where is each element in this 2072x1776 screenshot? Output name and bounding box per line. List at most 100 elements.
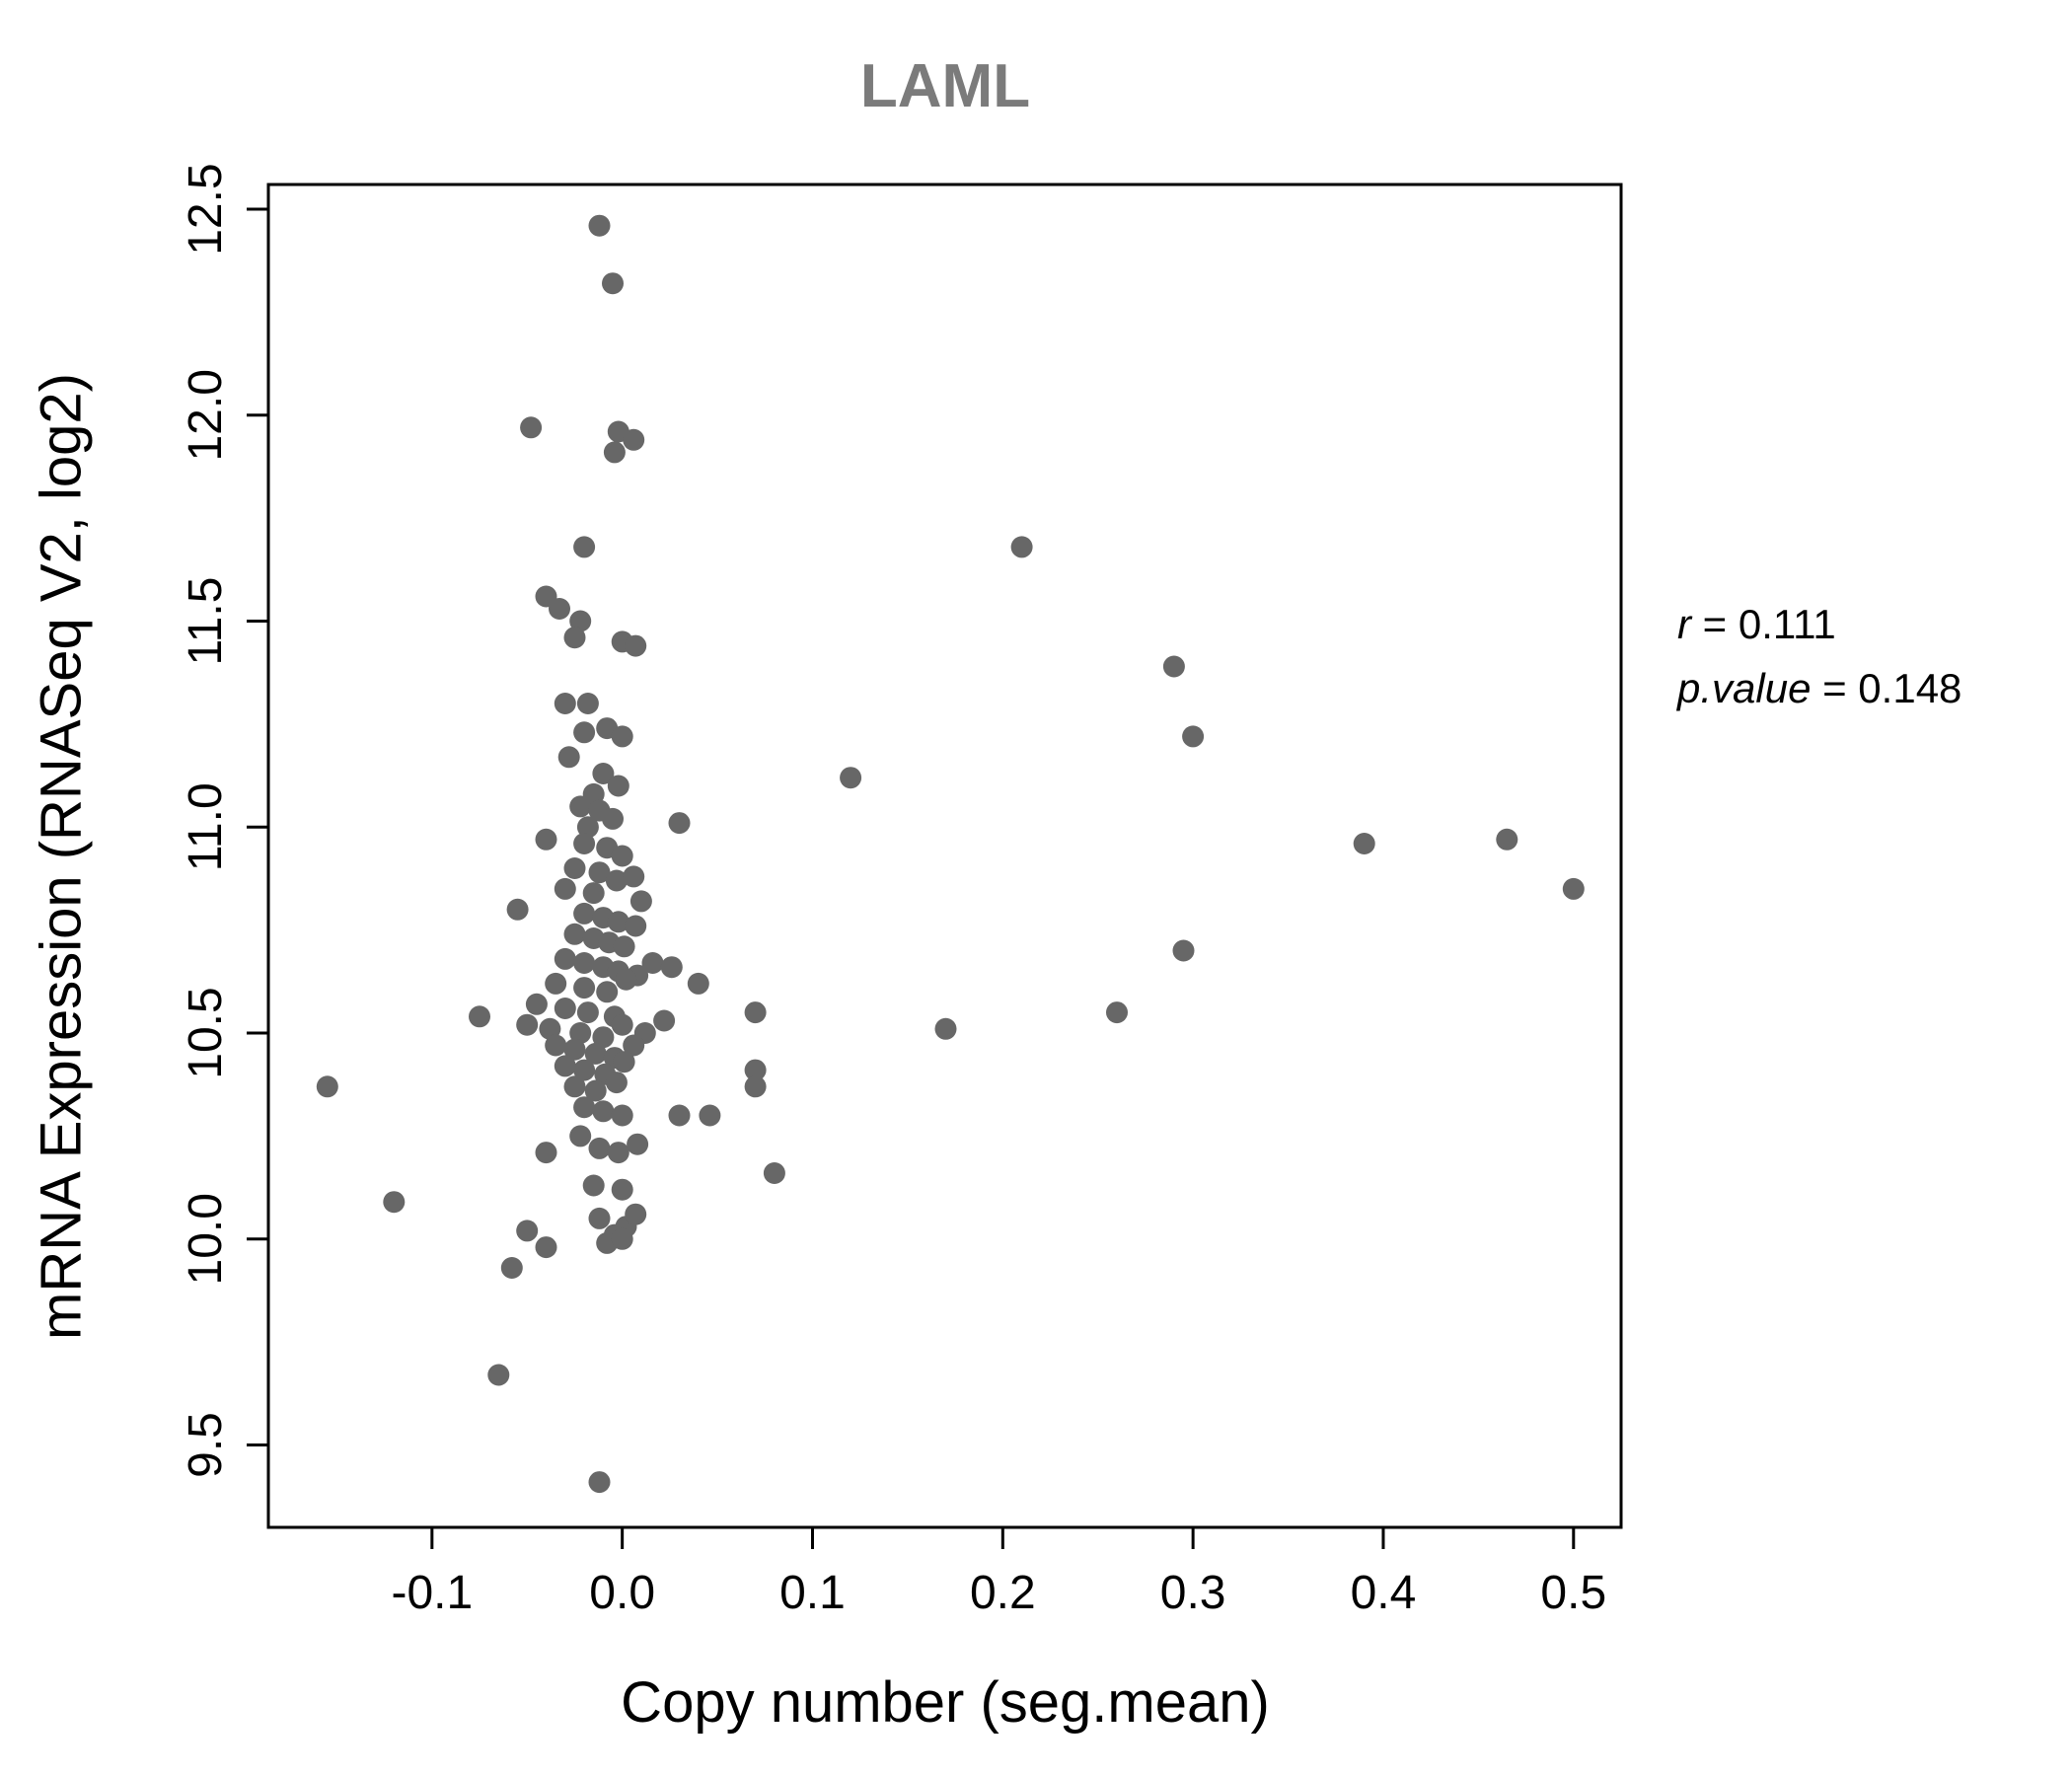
data-point (613, 1051, 635, 1073)
data-point (602, 272, 624, 295)
data-point (316, 1075, 338, 1098)
data-point (563, 1038, 586, 1061)
y-tick-label: 11.0 (180, 782, 232, 871)
data-point (699, 1104, 721, 1127)
data-point (549, 598, 570, 620)
x-axis-label: Copy number (seg.mean) (621, 1670, 1270, 1735)
data-point (576, 1001, 599, 1024)
r-stat-value: = 0.111 (1691, 601, 1836, 647)
data-point (573, 977, 596, 999)
x-tick-label: 0.4 (1351, 1567, 1417, 1619)
data-point (554, 693, 576, 714)
y-tick-label: 10.5 (180, 987, 232, 1078)
x-tick-label: 0.2 (970, 1567, 1036, 1619)
data-point (576, 693, 599, 714)
data-point (611, 725, 633, 748)
data-point (588, 214, 611, 237)
y-tick-label: 12.0 (180, 369, 232, 461)
data-point (563, 923, 586, 945)
pvalue-stat-value: = 0.148 (1811, 665, 1962, 712)
data-point (1010, 536, 1033, 558)
pvalue-stat-label: p.value (1677, 665, 1812, 712)
data-point (569, 795, 592, 818)
data-point (611, 1227, 633, 1250)
y-tick-label: 10.0 (180, 1193, 232, 1285)
pvalue-stat-line: p.value = 0.148 (1677, 656, 1961, 720)
data-point (840, 767, 862, 789)
data-point (563, 857, 586, 879)
data-point (653, 1009, 676, 1032)
x-tick-label: 0.0 (589, 1567, 655, 1619)
data-point (607, 775, 629, 797)
data-point (613, 935, 635, 958)
data-point (641, 952, 664, 974)
data-point (627, 1133, 649, 1155)
data-point (554, 947, 576, 970)
data-point (588, 861, 611, 884)
data-point (573, 833, 596, 854)
stats-annotation: r = 0.111 p.value = 0.148 (1677, 592, 1961, 720)
data-point (592, 1026, 615, 1049)
data-point (535, 1142, 557, 1164)
data-point (584, 1079, 607, 1102)
data-point (573, 536, 596, 558)
data-point (625, 634, 647, 657)
data-point (744, 1059, 767, 1081)
data-point (605, 1072, 628, 1094)
data-point (668, 812, 691, 835)
data-point (596, 981, 619, 1003)
data-point (383, 1191, 406, 1214)
data-point (605, 869, 628, 892)
x-tick-label: 0.1 (779, 1567, 846, 1619)
data-point (554, 1055, 576, 1077)
data-point (539, 1017, 561, 1040)
data-point (602, 807, 624, 830)
data-point (469, 1005, 490, 1028)
data-point (611, 845, 633, 867)
data-point (516, 1220, 539, 1242)
data-point (520, 416, 543, 439)
data-point (615, 968, 637, 991)
data-point (629, 890, 652, 913)
data-point (557, 746, 580, 769)
data-point (525, 993, 548, 1015)
data-point (763, 1162, 785, 1184)
data-point (554, 877, 576, 900)
data-point (934, 1017, 957, 1040)
data-point (744, 1075, 767, 1098)
y-tick-label: 12.5 (180, 163, 232, 255)
data-point (487, 1364, 510, 1386)
data-point (576, 816, 599, 839)
data-point (603, 441, 626, 464)
data-point (1496, 828, 1518, 851)
r-stat-line: r = 0.111 (1677, 592, 1961, 656)
data-point (545, 972, 567, 995)
data-point (535, 828, 557, 851)
chart-title: LAML (859, 52, 1031, 120)
data-point (569, 610, 592, 632)
y-tick-label: 11.5 (180, 577, 232, 666)
data-point (573, 1096, 596, 1119)
data-point (1172, 939, 1195, 962)
data-point (569, 1022, 592, 1044)
data-point (573, 721, 596, 744)
data-point (1106, 1001, 1128, 1024)
data-point (592, 763, 615, 784)
data-point (1562, 877, 1585, 900)
data-point (573, 952, 596, 974)
data-point (584, 1042, 607, 1065)
data-point (611, 1013, 633, 1036)
data-point (1353, 833, 1375, 854)
data-point (582, 882, 605, 905)
x-tick-label: 0.3 (1160, 1567, 1226, 1619)
x-tick-label: 0.5 (1540, 1567, 1606, 1619)
data-point (573, 1059, 596, 1081)
data-point (569, 1125, 592, 1147)
data-point (563, 1075, 586, 1098)
data-point (668, 1104, 691, 1127)
r-stat-label: r (1677, 601, 1691, 647)
data-point (607, 911, 629, 933)
x-tick-label: -0.1 (391, 1567, 473, 1619)
